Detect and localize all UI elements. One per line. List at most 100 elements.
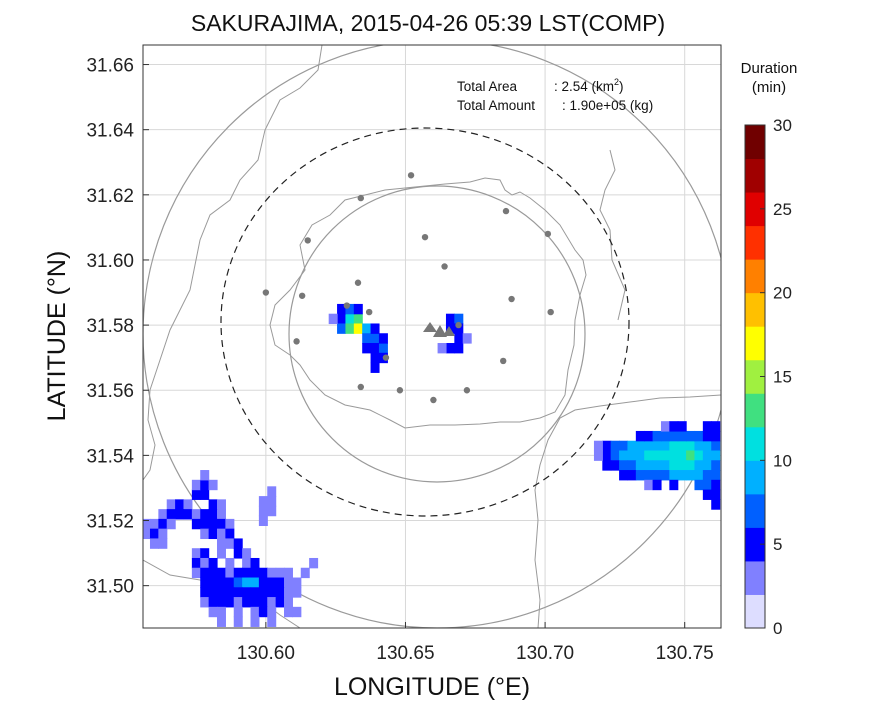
ash-cell xyxy=(267,505,277,517)
ash-cell xyxy=(183,499,193,510)
ash-cell xyxy=(191,518,201,530)
ash-cell xyxy=(191,557,201,569)
station-marker xyxy=(441,263,448,270)
total-amount-label: Total Amount xyxy=(457,98,535,113)
ash-cell xyxy=(267,486,277,497)
ash-cell xyxy=(216,606,226,618)
ash-cell xyxy=(200,470,210,481)
ash-cell xyxy=(619,440,629,452)
ash-cell xyxy=(284,606,293,618)
ash-cell xyxy=(225,587,235,598)
ash-cell xyxy=(702,450,712,461)
total-amount-value: : 1.90e+05 (kg) xyxy=(562,98,653,113)
ash-cell xyxy=(711,479,721,491)
ash-cell xyxy=(660,470,670,481)
x-ticks: 130.60 130.65 130.70 130.75 xyxy=(237,622,714,664)
ash-cell xyxy=(175,509,185,520)
ash-cell xyxy=(233,567,243,579)
ash-cell xyxy=(216,499,226,510)
ash-cell xyxy=(208,577,218,588)
ash-cell xyxy=(644,430,654,442)
ash-cell xyxy=(242,557,252,569)
ash-cell xyxy=(328,313,338,325)
x-tick-label: 130.65 xyxy=(376,643,434,664)
ash-cell xyxy=(686,450,696,461)
ash-cell xyxy=(191,489,201,500)
total-area-value: : 2.54 (km2) xyxy=(554,77,624,94)
station-marker xyxy=(544,230,552,238)
ash-cell xyxy=(250,606,260,618)
ash-cell xyxy=(258,567,268,579)
ash-cell xyxy=(619,450,629,461)
y-tick-label: 31.62 xyxy=(86,186,134,207)
ash-cell xyxy=(158,518,168,530)
ash-cell xyxy=(225,538,235,549)
mainland-west-coastline xyxy=(143,45,323,481)
ash-cell xyxy=(258,587,268,598)
ash-cell xyxy=(711,489,721,500)
ash-cell xyxy=(216,597,226,608)
ash-cell xyxy=(208,557,218,569)
ash-cell xyxy=(370,352,380,364)
ring-5km xyxy=(288,185,586,483)
ash-cell xyxy=(370,333,380,344)
y-tick-label: 31.58 xyxy=(86,316,134,337)
ash-cell xyxy=(143,518,151,530)
station-marker xyxy=(262,289,270,296)
ash-cell xyxy=(652,450,662,461)
ash-cell xyxy=(233,587,243,598)
ash-cell xyxy=(652,430,662,442)
colorbar-segment xyxy=(745,460,765,495)
ash-cell xyxy=(711,430,721,442)
colorbar-segment xyxy=(745,560,765,595)
ash-cell xyxy=(677,450,687,461)
ash-cell xyxy=(660,460,670,471)
ash-cell xyxy=(669,470,679,481)
ash-cell xyxy=(711,421,721,432)
colorbar-tick-label: 0 xyxy=(773,619,782,638)
ash-cell xyxy=(353,303,363,315)
cells-layer xyxy=(143,303,721,627)
ash-cell xyxy=(216,587,226,598)
colorbar-title: Duration xyxy=(741,60,798,77)
ash-cell xyxy=(652,440,662,452)
ash-cell xyxy=(158,509,168,520)
ash-cell xyxy=(216,548,226,559)
ash-cell xyxy=(686,440,696,452)
colorbar-ticks: 0 5 10 15 20 25 30 xyxy=(760,116,792,638)
colorbar xyxy=(745,125,765,629)
ash-cell xyxy=(454,333,464,344)
ash-cell xyxy=(242,597,252,608)
ash-cell xyxy=(258,597,268,608)
ash-cell xyxy=(610,440,620,452)
ash-cell xyxy=(669,440,679,452)
ash-cell xyxy=(610,460,620,471)
sakurajima-coastline xyxy=(269,177,587,429)
ash-cell xyxy=(627,460,637,471)
ash-cell xyxy=(635,450,645,461)
ash-cell xyxy=(175,499,185,510)
ash-cell xyxy=(267,597,277,608)
station-marker xyxy=(396,387,404,394)
ash-cell xyxy=(669,430,679,442)
ash-cell xyxy=(200,479,210,491)
colorbar-segment xyxy=(745,125,765,160)
ash-cell xyxy=(593,450,603,461)
colorbar-segment xyxy=(745,192,765,227)
y-tick-label: 31.50 xyxy=(86,577,134,598)
ash-cell xyxy=(233,538,243,549)
station-marker xyxy=(354,279,362,286)
ash-cell xyxy=(200,557,210,569)
ash-cell xyxy=(233,597,243,608)
ash-cell xyxy=(345,303,355,315)
ash-cell xyxy=(702,460,712,471)
colorbar-segment xyxy=(745,426,765,461)
ash-cell xyxy=(619,470,629,481)
ash-cell xyxy=(284,587,293,598)
ash-cell xyxy=(292,606,302,618)
y-tick-label: 31.64 xyxy=(86,121,134,142)
ash-cell xyxy=(233,577,243,588)
ash-cell xyxy=(258,606,268,618)
station-marker xyxy=(502,207,510,215)
station-marker xyxy=(547,308,554,316)
